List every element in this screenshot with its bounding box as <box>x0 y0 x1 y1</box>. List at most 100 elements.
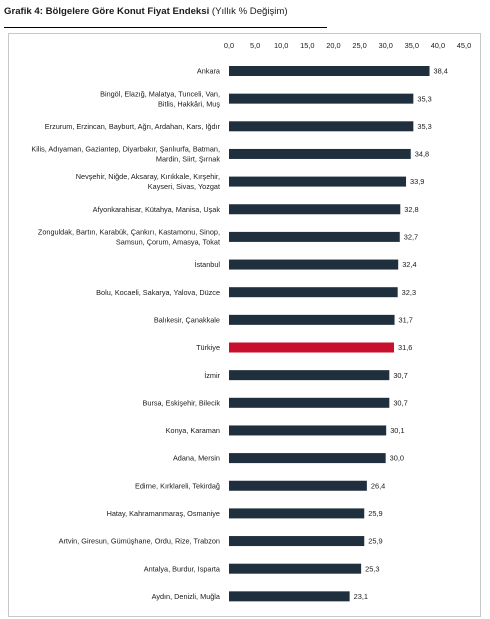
category-label-line: İstanbul <box>194 260 220 269</box>
chart-title-bold: Grafik 4: Bölgelere Göre Konut Fiyat End… <box>4 6 210 17</box>
category-label-line: Ankara <box>197 67 221 76</box>
value-label: 32,4 <box>402 260 416 269</box>
value-label: 30,7 <box>393 398 407 407</box>
category-label: Türkiye <box>196 343 220 352</box>
category-label-line: Bolu, Kocaeli, Sakarya, Yalova, Düzce <box>96 288 220 297</box>
x-tick-label: 5,0 <box>250 41 260 50</box>
category-label: Aydın, Denizli, Muğla <box>152 592 221 601</box>
bar <box>229 259 399 270</box>
bar <box>229 148 411 159</box>
value-label: 23,1 <box>354 592 368 601</box>
value-label: 34,8 <box>415 150 429 159</box>
category-label: Konya, Karaman <box>166 426 220 435</box>
chart-title-subtitle: (Yıllık % Değişim) <box>211 6 288 17</box>
category-label: Adana, Mersin <box>173 454 220 463</box>
value-label: 33,9 <box>410 177 424 186</box>
chart-frame <box>8 33 481 617</box>
value-label: 32,3 <box>402 288 416 297</box>
value-label: 32,8 <box>404 205 418 214</box>
category-label: Kilis, Adıyaman, Gaziantep, Diyarbakır, … <box>31 145 220 164</box>
category-label-line: Bursa, Eskişehir, Bilecik <box>143 398 221 407</box>
category-label-line: Artvin, Giresun, Gümüşhane, Ordu, Rize, … <box>59 537 220 546</box>
category-label: Afyonkarahisar, Kütahya, Manisa, Uşak <box>93 205 221 214</box>
category-label-line: Aydın, Denizli, Muğla <box>152 592 221 601</box>
x-tick-label: 25,0 <box>352 41 366 50</box>
category-label-line: Samsun, Çorum, Amasya, Tokat <box>116 238 220 247</box>
category-label: Balıkesir, Çanakkale <box>154 315 220 324</box>
category-label: Bursa, Eskişehir, Bilecik <box>143 398 221 407</box>
category-label: Artvin, Giresun, Gümüşhane, Ordu, Rize, … <box>59 537 220 546</box>
category-label-line: Türkiye <box>196 343 220 352</box>
category-label-line: Kayseri, Sivas, Yozgat <box>148 182 220 191</box>
value-label: 25,9 <box>368 537 382 546</box>
bar <box>229 453 386 464</box>
bar <box>229 314 395 325</box>
category-label: Hatay, Kahramanmaraş, Osmaniye <box>107 509 220 518</box>
bar <box>229 231 400 242</box>
bar <box>229 121 414 132</box>
category-label: İzmir <box>204 371 220 380</box>
bar <box>229 397 390 408</box>
value-label: 30,1 <box>390 426 404 435</box>
bar <box>229 480 367 491</box>
value-label: 35,3 <box>417 94 431 103</box>
bar <box>229 287 398 298</box>
category-label-line: Edirne, Kırklareli, Tekirdağ <box>135 481 220 490</box>
bar <box>229 563 362 574</box>
bar <box>229 342 395 353</box>
bar <box>229 66 430 76</box>
value-label: 32,7 <box>404 233 418 242</box>
value-label: 26,4 <box>371 481 385 490</box>
x-tick-label: 30,0 <box>378 41 392 50</box>
category-label-line: İzmir <box>204 371 220 380</box>
category-label-line: Antalya, Burdur, Isparta <box>144 564 221 573</box>
value-label: 30,7 <box>393 371 407 380</box>
category-label-line: Afyonkarahisar, Kütahya, Manisa, Uşak <box>93 205 221 214</box>
category-label-line: Mardin, Siirt, Şırnak <box>156 155 220 164</box>
category-label: Erzurum, Erzincan, Bayburt, Ağrı, Ardaha… <box>45 122 221 131</box>
x-tick-label: 0,0 <box>224 41 234 50</box>
category-label-line: Hatay, Kahramanmaraş, Osmaniye <box>107 509 220 518</box>
value-label: 38,4 <box>434 67 448 76</box>
category-label-line: Adana, Mersin <box>173 454 220 463</box>
category-label: Bolu, Kocaeli, Sakarya, Yalova, Düzce <box>96 288 220 297</box>
category-label: İstanbul <box>194 260 220 269</box>
category-label: Ankara <box>197 67 221 76</box>
category-label-line: Zonguldak, Bartın, Karabük, Çankırı, Kas… <box>38 228 220 237</box>
bar <box>229 508 365 519</box>
x-tick-label: 10,0 <box>274 41 288 50</box>
bar <box>229 536 365 547</box>
value-label: 31,7 <box>399 315 413 324</box>
x-tick-label: 15,0 <box>300 41 314 50</box>
bar <box>229 176 407 187</box>
category-label-line: Bingöl, Elazığ, Malatya, Tunceli, Van, <box>100 89 220 98</box>
value-label: 25,9 <box>368 509 382 518</box>
category-label-line: Kilis, Adıyaman, Gaziantep, Diyarbakır, … <box>31 145 220 154</box>
category-label: Antalya, Burdur, Isparta <box>144 564 221 573</box>
category-label-line: Konya, Karaman <box>166 426 220 435</box>
x-tick-label: 40,0 <box>431 41 445 50</box>
category-label: Edirne, Kırklareli, Tekirdağ <box>135 481 220 490</box>
bar <box>229 591 350 602</box>
chart-title: Grafik 4: Bölgelere Göre Konut Fiyat End… <box>4 6 327 28</box>
value-label: 35,3 <box>417 122 431 131</box>
bar <box>229 370 390 381</box>
title-underline <box>4 27 327 28</box>
value-label: 25,3 <box>365 564 379 573</box>
category-label-line: Nevşehir, Niğde, Aksaray, Kırıkkale, Kır… <box>76 172 220 181</box>
x-tick-label: 35,0 <box>405 41 419 50</box>
x-tick-label: 45,0 <box>457 41 471 50</box>
category-label-line: Bitlis, Hakkâri, Muş <box>158 99 220 108</box>
category-label: Nevşehir, Niğde, Aksaray, Kırıkkale, Kır… <box>76 172 220 191</box>
bar <box>229 204 401 215</box>
x-tick-label: 20,0 <box>326 41 340 50</box>
category-label: Zonguldak, Bartın, Karabük, Çankırı, Kas… <box>38 228 220 247</box>
value-label: 30,0 <box>390 454 404 463</box>
category-label: Bingöl, Elazığ, Malatya, Tunceli, Van, Bi… <box>100 89 220 108</box>
category-label-line: Balıkesir, Çanakkale <box>154 315 220 324</box>
bar <box>229 93 414 104</box>
category-label-line: Erzurum, Erzincan, Bayburt, Ağrı, Ardaha… <box>45 122 221 131</box>
bar <box>229 425 387 436</box>
value-label: 31,6 <box>398 343 412 352</box>
